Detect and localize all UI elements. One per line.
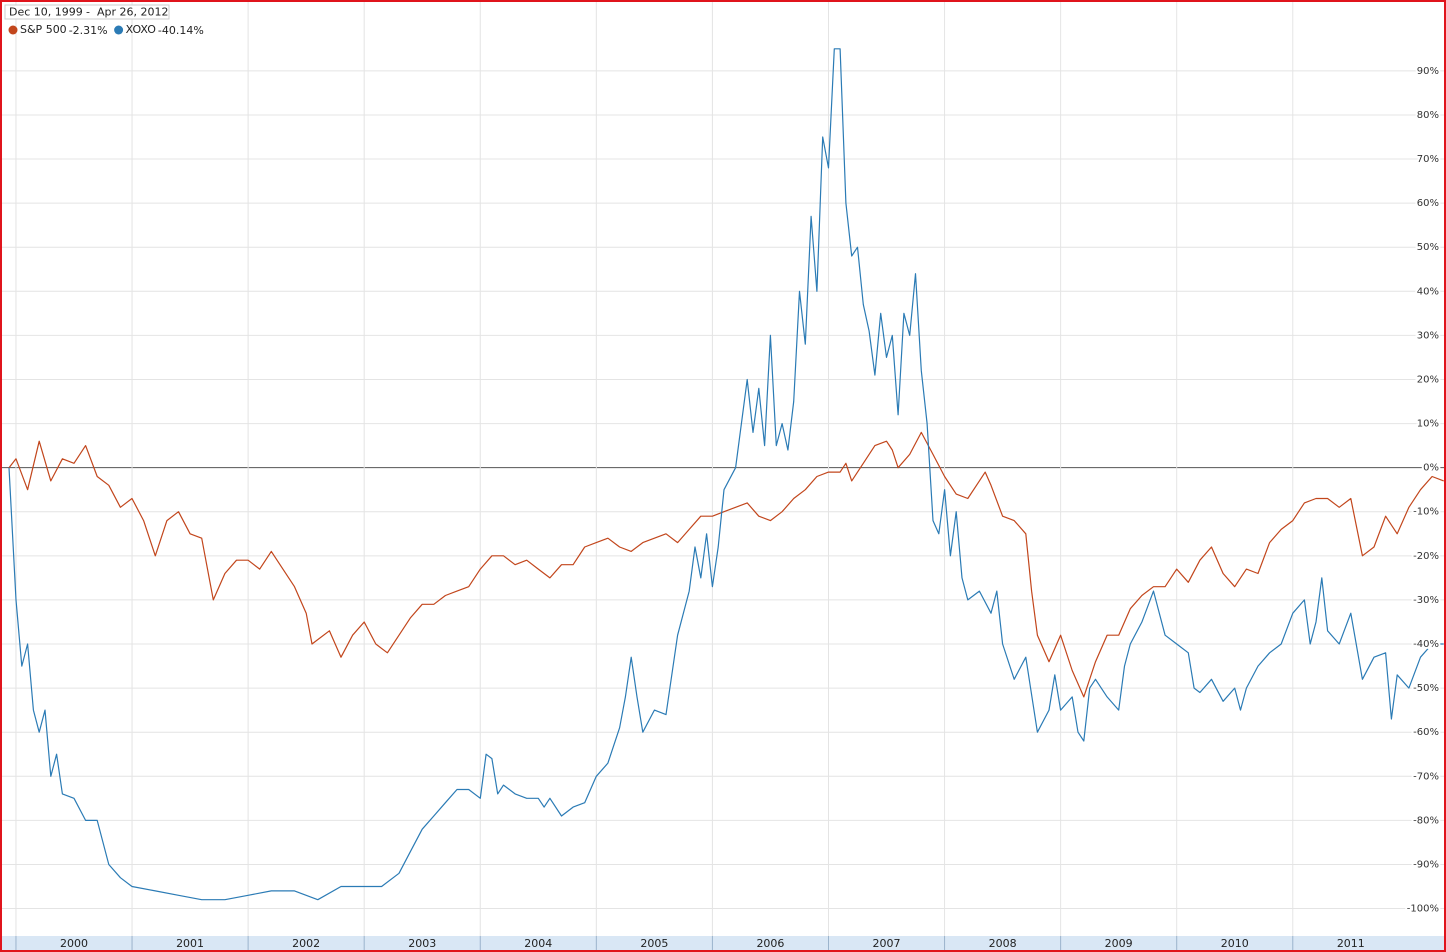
- x-tick-label: 2011: [1337, 937, 1365, 950]
- y-tick-label: -40%: [1413, 639, 1439, 650]
- x-tick-label: 2004: [524, 937, 552, 950]
- date-start[interactable]: Dec 10, 1999: [9, 6, 83, 19]
- y-tick-label: -30%: [1413, 595, 1439, 606]
- y-tick-label: -70%: [1413, 771, 1439, 782]
- y-tick-label: 50%: [1417, 242, 1439, 253]
- legend-name: XOXO: [126, 23, 157, 36]
- y-tick-label: 30%: [1417, 330, 1439, 341]
- x-axis: 2000 2001 2002 2003 2004 2005 2006 2007 2008 2009…: [15, 936, 1365, 950]
- x-tick-label: 2010: [1221, 937, 1249, 950]
- y-tick-label: 90%: [1417, 66, 1439, 77]
- y-tick-label: -100%: [1407, 904, 1439, 915]
- x-axis-bar: [2, 936, 1444, 950]
- legend: S&P 500 -2.31% XOXO -40.14%: [8, 23, 204, 37]
- date-end[interactable]: Apr 26, 2012: [97, 6, 169, 19]
- y-tick-label: 10%: [1417, 419, 1439, 430]
- y-axis: 90% 80% 70% 60% 50% 40% 30% 20% 10% 0% -10% -20% -30…: [1405, 64, 1441, 917]
- legend-name: S&P 500: [20, 23, 67, 36]
- date-range-box[interactable]: [4, 4, 170, 20]
- series-line: [8, 431, 1444, 698]
- legend-change: -40.14%: [158, 24, 204, 37]
- y-tick-label: 80%: [1417, 110, 1439, 121]
- series-line: [8, 48, 1444, 901]
- x-tick-label: 2002: [292, 937, 320, 950]
- y-tick-label: -50%: [1413, 683, 1439, 694]
- x-tick-label: 2009: [1105, 937, 1133, 950]
- x-tick-label: 2003: [408, 937, 436, 950]
- x-tick-label: 2008: [989, 937, 1017, 950]
- y-tick-label: -10%: [1413, 507, 1439, 518]
- grid: [2, 2, 1444, 936]
- y-tick-label: -20%: [1413, 551, 1439, 562]
- date-separator: -: [86, 6, 90, 19]
- y-tick-label: 0%: [1423, 463, 1439, 474]
- y-tick-label: -90%: [1413, 859, 1439, 870]
- legend-swatch: [114, 25, 124, 35]
- x-tick-label: 2006: [756, 937, 784, 950]
- y-tick-label: 20%: [1417, 374, 1439, 385]
- legend-swatch: [8, 25, 18, 35]
- x-tick-label: 2007: [873, 937, 901, 950]
- y-tick-label: 60%: [1417, 198, 1439, 209]
- lines: [8, 48, 1444, 901]
- x-tick-label: 2000: [60, 937, 88, 950]
- x-tick-label: 2005: [640, 937, 668, 950]
- y-tick-label: -60%: [1413, 727, 1439, 738]
- legend-change: -2.31%: [69, 24, 108, 37]
- y-tick-label: -80%: [1413, 815, 1439, 826]
- y-tick-label: 40%: [1417, 286, 1439, 297]
- y-tick-label: 70%: [1417, 154, 1439, 165]
- x-tick-label: 2001: [176, 937, 204, 950]
- header: Dec 10, 1999 - Apr 26, 2012: [4, 4, 170, 20]
